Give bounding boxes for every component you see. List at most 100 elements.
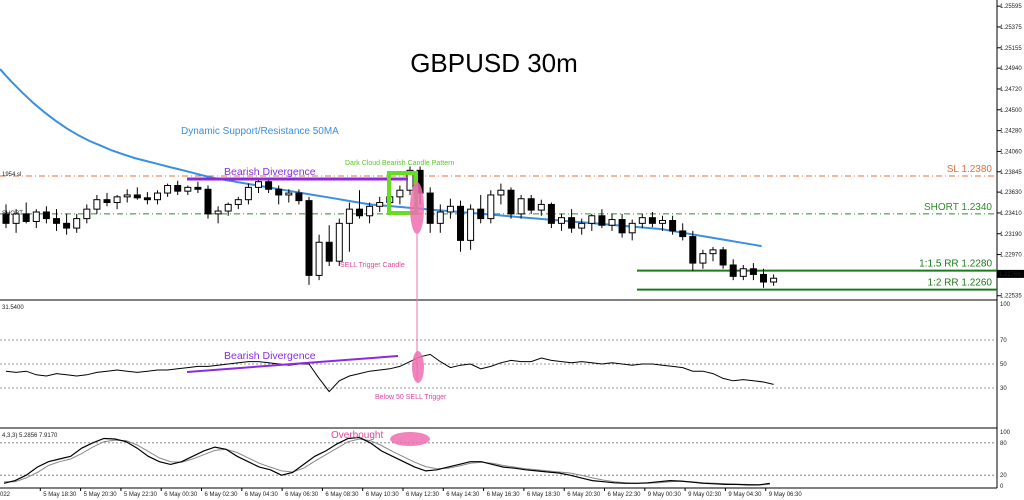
bear-candle (648, 217, 656, 224)
stoch-axis-label: 20 (1000, 473, 1007, 479)
bear-candle (2, 213, 10, 224)
time-label: 6 May 00:30 (164, 492, 198, 498)
stoch-axis-label: 80 (1000, 441, 1007, 447)
overbought-ellipse (390, 432, 430, 446)
bull-candle (376, 202, 384, 207)
bull-candle (123, 194, 131, 198)
bull-candle (224, 203, 232, 212)
bear-candle (22, 213, 30, 222)
stoch-axis-label: 100 (1000, 430, 1011, 436)
time-label: 6 May 08:30 (325, 492, 359, 498)
bull-candle (285, 192, 293, 196)
bear-candle (457, 205, 464, 241)
bull-candle (255, 181, 262, 188)
bear-candle (760, 273, 767, 283)
bull-candle (628, 222, 636, 234)
bull-candle (608, 219, 616, 226)
bear-candle (295, 192, 303, 202)
time-label: 6 May 10:30 (366, 492, 400, 498)
price-tick-label: 1.25155 (1000, 46, 1022, 52)
bear-candle (143, 197, 151, 201)
price-tick-label: 1.24500 (1000, 108, 1022, 114)
bear-candle (174, 184, 182, 192)
bear-candle (618, 219, 626, 234)
bear-candle (426, 192, 434, 224)
bull-candle (739, 268, 747, 277)
time-label: 6 May 12:30 (406, 492, 440, 498)
below-50-ellipse (412, 351, 424, 383)
bull-candle (83, 208, 91, 220)
price-tick-label: 1.22535 (1000, 294, 1022, 300)
bear-candle (547, 203, 555, 224)
rsi-axis-label: 100 (1000, 302, 1011, 308)
bear-candle (669, 220, 677, 232)
annotations: Bearish Divergence Dark Cloud Bearish Ca… (186, 160, 454, 446)
frame (0, 0, 998, 489)
price-tick-label: 1.25595 (1000, 4, 1022, 10)
time-label: 6 May 18:30 (527, 492, 561, 498)
time-label: 9 May 04:30 (728, 492, 762, 498)
bull-candle (659, 220, 666, 224)
rsi-axis-label: 50 (1000, 362, 1007, 368)
bull-candle (588, 215, 596, 224)
price-tick-label: 1.24940 (1000, 66, 1022, 72)
trade-levels: SL 1.2380 SHORT 1.2340 1:1.5 RR 1.2280 1:2 … (0, 164, 997, 291)
candles (2, 166, 778, 288)
chart-title: GBPUSD 30m (410, 48, 578, 78)
bull-candle (699, 253, 707, 264)
price-tick-label: 1.25375 (1000, 25, 1022, 31)
bull-candle (93, 199, 101, 210)
bull-candle (467, 208, 475, 241)
time-label: 5 May 22:30 (124, 492, 158, 498)
sell-trigger-label: SELL Trigger Candle (340, 262, 405, 269)
bull-candle (244, 186, 252, 201)
bear-candle (719, 249, 727, 266)
dark-cloud-label: Dark Cloud Bearish Candle Pattern (345, 160, 454, 167)
bull-candle (497, 189, 505, 196)
time-axis: 022 5 May 18:30 5 May 20:30 5 May 22:30 6 Ma… (0, 488, 802, 498)
price-tick-label: 1.23190 (1000, 232, 1022, 238)
bear-candle (477, 208, 485, 220)
bull-candle (113, 196, 121, 204)
bull-candle (396, 189, 404, 198)
price-axis: 1.25595 1.25375 1.25155 1.24940 1.24720 1.245… (997, 4, 1024, 300)
bear-candle (133, 194, 141, 199)
bear-candle (63, 222, 71, 229)
bull-candle (345, 208, 353, 224)
time-label: 6 May 22:30 (608, 492, 642, 498)
bear-candle (749, 268, 757, 275)
bull-candle (638, 217, 646, 224)
price-tick-label: 1.24720 (1000, 87, 1022, 93)
rsi-axis-label: 30 (1000, 386, 1007, 392)
price-tick-label: 1.23630 (1000, 190, 1022, 196)
bear-candle (53, 218, 60, 224)
bull-candle (32, 211, 40, 222)
stoch-main-line (3, 436, 770, 486)
bull-candle (164, 184, 172, 194)
level-label: SL 1.2380 (947, 164, 993, 175)
below-50-label: Below 50 SELL Trigger (375, 394, 447, 401)
time-label: 022 (0, 492, 11, 498)
price-tick-label: 1.22970 (1000, 253, 1022, 259)
bear-candle (305, 200, 313, 276)
bull-candle (234, 199, 242, 205)
sell-trigger-ellipse (410, 182, 424, 234)
bull-candle (558, 217, 565, 224)
bull-candle (770, 277, 778, 283)
price-tick-label: 1.24060 (1000, 149, 1022, 155)
bearish-divergence-rsi-label: Bearish Divergence (224, 350, 316, 362)
bull-candle (487, 194, 495, 220)
bull-candle (214, 210, 222, 215)
bear-candle (527, 198, 535, 211)
bull-candle (315, 241, 323, 276)
bear-candle (729, 264, 737, 277)
time-label: 6 May 20:30 (567, 492, 601, 498)
time-label: 6 May 02:30 (205, 492, 239, 498)
bear-candle (356, 208, 363, 217)
bear-candle (598, 215, 606, 226)
price-tick-label: 1.23410 (1000, 211, 1022, 217)
bull-candle (184, 186, 192, 192)
bull-candle (154, 192, 161, 201)
stoch-axis-label: 0 (1000, 484, 1004, 490)
bear-candle (507, 189, 515, 215)
